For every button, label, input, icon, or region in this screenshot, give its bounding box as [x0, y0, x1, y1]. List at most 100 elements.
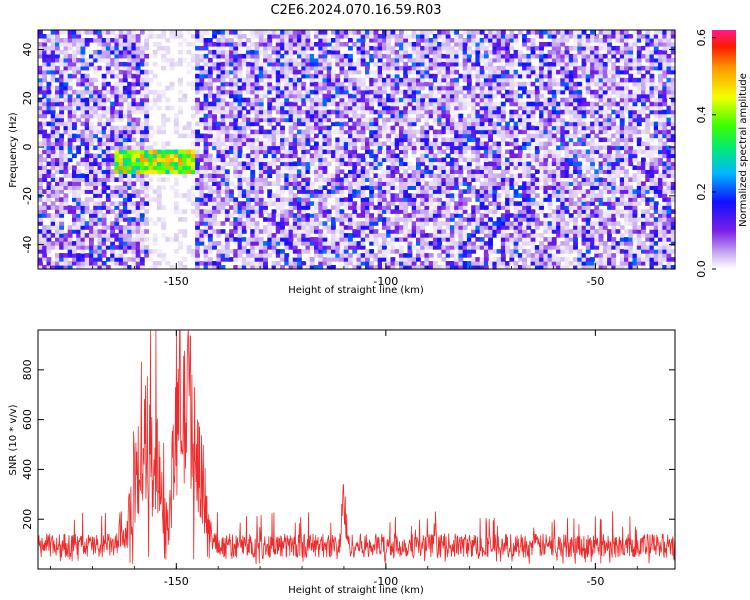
spectrogram-cell [403, 101, 409, 107]
spectrogram-cell [195, 85, 200, 91]
spectrogram-cell [72, 249, 77, 254]
spectrogram-cell [394, 153, 400, 159]
spectrogram-cell [373, 229, 379, 234]
spectrogram-cell [331, 38, 336, 43]
spectrogram-cell [97, 137, 103, 143]
spectrogram-cell [441, 201, 447, 206]
spectrogram-cell [416, 113, 421, 119]
spectrogram-cell [229, 237, 234, 242]
spectrogram-cell [263, 73, 268, 79]
spectrogram-cell [424, 69, 430, 75]
spectrogram-cell [483, 129, 489, 135]
spectrogram-cell [199, 197, 205, 202]
spectrogram-cell [488, 145, 493, 151]
spectrogram-cell [229, 53, 234, 59]
spectrogram-cell [335, 197, 341, 202]
spectrogram-cell [212, 265, 217, 270]
spectrogram-cell [326, 89, 332, 95]
spectrogram-cell [356, 113, 362, 119]
spectrogram-cell [110, 93, 116, 99]
spectrogram-cell [335, 169, 341, 174]
spectrogram-cell [148, 161, 154, 167]
spectrogram-cell [76, 30, 82, 35]
spectrogram-cell [101, 233, 107, 238]
spectrogram-cell [305, 105, 311, 111]
spectrogram-cell [458, 225, 464, 230]
spectrogram-cell [212, 53, 217, 59]
spectrogram-cell [360, 89, 366, 95]
spectrogram-cell [394, 217, 400, 222]
spectrogram-cell [216, 38, 222, 43]
spectrogram-cell [297, 38, 302, 43]
spectrogram-cell [89, 229, 94, 234]
spectrogram-cell [292, 42, 298, 47]
spectrogram-cell [471, 205, 477, 210]
spectrogram-cell [203, 185, 209, 190]
spectrogram-cell [369, 34, 375, 39]
spectrogram-cell [500, 109, 506, 115]
spectrogram-cell [301, 165, 307, 170]
spectrogram-cell [399, 257, 404, 262]
spectrogram-cell [284, 45, 290, 51]
spectrogram-cell [246, 85, 251, 91]
spectrogram-cell [216, 42, 222, 47]
spectrogram-cell [326, 145, 332, 151]
spectrogram-cell [394, 38, 400, 43]
spectrogram-cell [309, 101, 315, 107]
spectrogram-cell [76, 89, 82, 95]
spectrogram-cell [483, 157, 489, 163]
spectrogram-cell [318, 161, 324, 167]
spectrogram-cell [424, 93, 430, 99]
spectrogram-cell [250, 153, 256, 159]
spectrogram-cell [267, 97, 273, 103]
spectrogram-cell [365, 89, 370, 95]
spectrogram-cell [356, 61, 362, 67]
spectrogram-cell [271, 241, 277, 246]
spectrogram-cell [258, 65, 264, 71]
spectrogram-cell [292, 205, 298, 210]
spectrogram-cell [199, 201, 205, 206]
spectrogram-cell [263, 201, 268, 206]
spectrogram-cell [105, 169, 111, 174]
spectrogram-cell [360, 121, 366, 127]
spectrogram-cell [93, 77, 99, 83]
spectrogram-cell [101, 85, 107, 91]
spectrogram-cell [271, 201, 277, 206]
spectrogram-cell [93, 69, 99, 75]
spectrogram-cell [38, 109, 43, 115]
spectrogram-cell [301, 69, 307, 75]
spectrogram-cell [420, 101, 426, 107]
spectrogram-cell [428, 209, 434, 214]
spectrogram-cell [326, 101, 332, 107]
spectrogram-cell [216, 101, 222, 107]
spectrogram-cell [203, 42, 209, 47]
spectrogram-cell [237, 125, 243, 131]
spectrogram-cell [224, 81, 230, 87]
spectrogram-cell [229, 145, 234, 151]
spectrogram-cell [377, 42, 383, 47]
spectrogram-cell [80, 105, 86, 111]
spectrogram-cell [382, 209, 387, 214]
spectrogram-cell [169, 185, 175, 190]
spectrogram-cell [373, 77, 379, 83]
spectrogram-cell [263, 153, 268, 159]
spectrogram-cell [297, 169, 302, 174]
spectrogram-cell [224, 137, 230, 143]
spectrogram-cell [441, 101, 447, 107]
spectrogram-cell [331, 129, 336, 135]
spectrogram-cell [178, 165, 183, 170]
spectrogram-cell [326, 113, 332, 119]
spectrogram-cell [454, 57, 460, 63]
spectrogram-cell [50, 241, 56, 246]
spectrogram-cell [500, 225, 506, 230]
spectrogram-cell [441, 249, 447, 254]
spectrogram-cell [207, 261, 213, 266]
spectrogram-cell [275, 65, 281, 71]
spectrogram-cell [101, 77, 107, 83]
spectrogram-cell [369, 261, 375, 266]
spectrogram-cell [280, 65, 285, 71]
spectrogram-cell [224, 101, 230, 107]
spectrogram-cell [161, 217, 167, 222]
spectrogram-cell [284, 69, 290, 75]
spectrogram-cell [424, 205, 430, 210]
